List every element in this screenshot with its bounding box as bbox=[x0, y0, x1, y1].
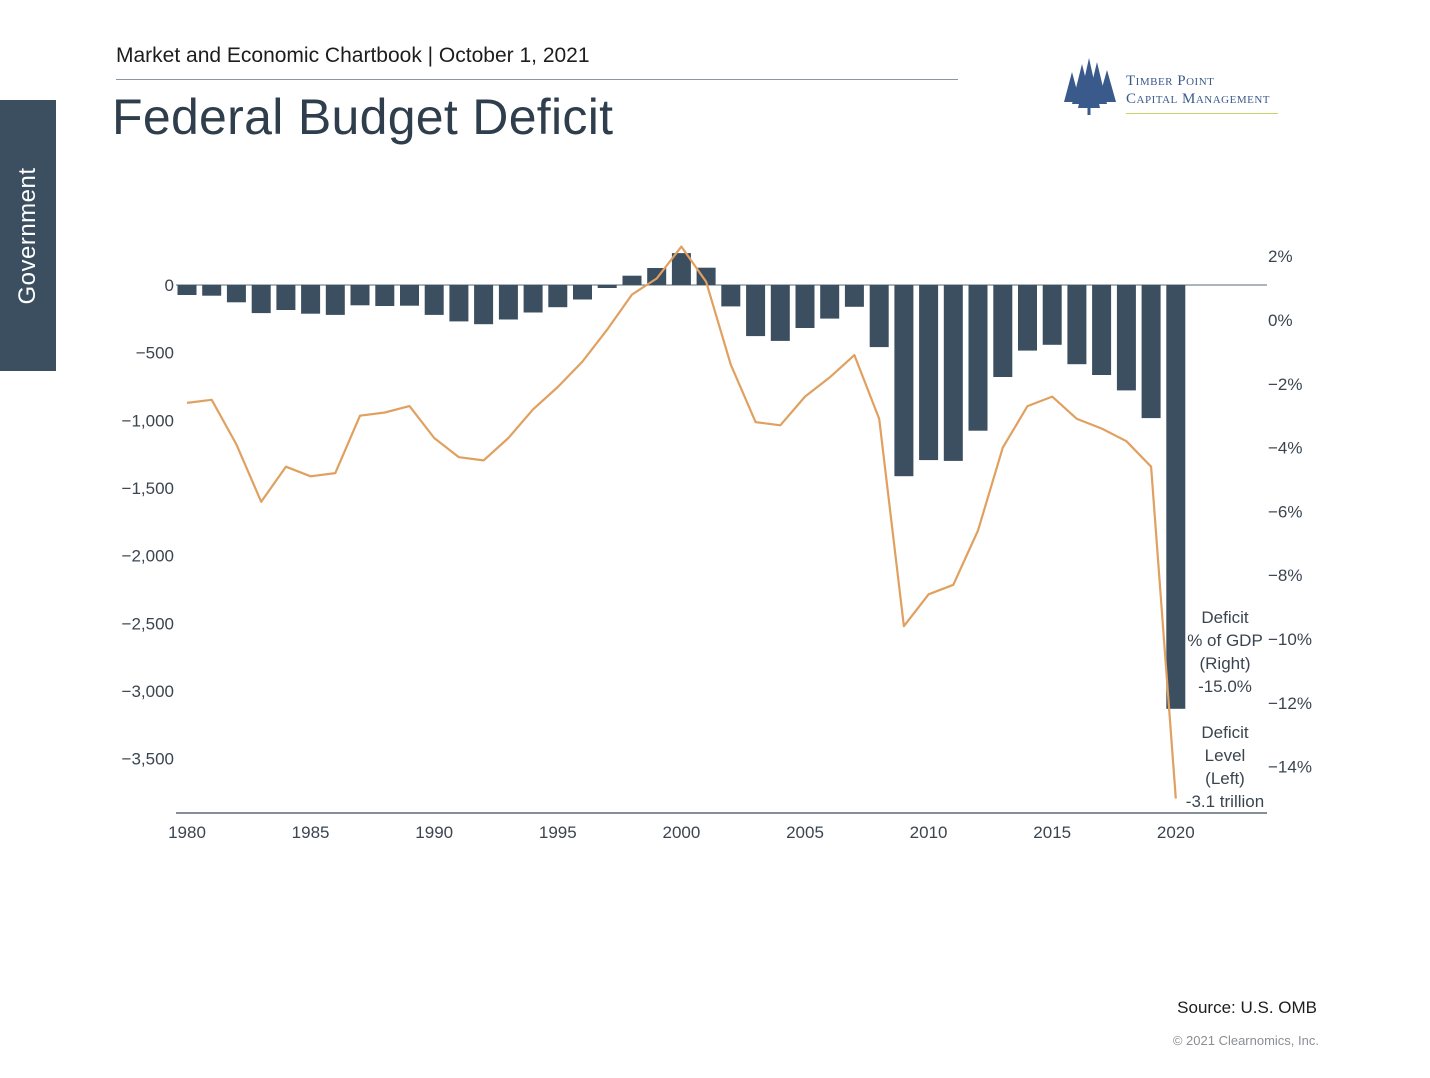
right-axis-tick-label: 0% bbox=[1268, 311, 1293, 330]
deficit-bar bbox=[919, 285, 939, 461]
deficit-bar bbox=[276, 285, 296, 310]
deficit-bar bbox=[424, 285, 444, 315]
deficit-bar bbox=[251, 285, 271, 314]
deficit-bar bbox=[820, 285, 840, 319]
deficit-bar bbox=[1141, 285, 1161, 419]
left-axis-tick-label: −1,500 bbox=[122, 479, 174, 498]
deficit-bar bbox=[795, 285, 815, 328]
x-axis-tick-label: 2010 bbox=[910, 823, 948, 842]
chartbook-subtitle: Market and Economic Chartbook | October … bbox=[116, 44, 590, 67]
right-axis-tick-label: −12% bbox=[1268, 694, 1312, 713]
left-axis-tick-label: −500 bbox=[136, 344, 174, 363]
logo-underline bbox=[1126, 113, 1278, 114]
deficit-bar bbox=[993, 285, 1013, 377]
deficit-bar bbox=[202, 285, 222, 296]
right-axis-tick-label: −14% bbox=[1268, 758, 1312, 777]
annotation-text: Deficit bbox=[1201, 723, 1249, 742]
deficit-bar bbox=[548, 285, 568, 308]
deficit-bar bbox=[301, 285, 321, 314]
deficit-bar bbox=[1092, 285, 1112, 375]
logo-line-2: Capital Management bbox=[1126, 91, 1270, 107]
logo-line-1: Timber Point bbox=[1126, 73, 1215, 89]
deficit-bar bbox=[375, 285, 395, 306]
x-axis-tick-label: 2005 bbox=[786, 823, 824, 842]
page-title: Federal Budget Deficit bbox=[112, 89, 614, 145]
annotation-text: (Left) bbox=[1205, 769, 1245, 788]
annotation-text: Deficit bbox=[1201, 608, 1249, 627]
annotation-text: % of GDP bbox=[1187, 631, 1263, 650]
deficit-bar bbox=[177, 285, 197, 295]
x-axis-tick-label: 1985 bbox=[292, 823, 330, 842]
right-axis-tick-label: −4% bbox=[1268, 439, 1303, 458]
logo-wordmark: Timber Point Capital Management bbox=[1126, 72, 1270, 108]
annotation-text: (Right) bbox=[1199, 654, 1250, 673]
deficit-bar bbox=[226, 285, 246, 303]
deficit-bar bbox=[894, 285, 914, 477]
deficit-bar bbox=[523, 285, 543, 313]
left-axis-tick-label: −1,000 bbox=[122, 411, 174, 430]
deficit-bar bbox=[474, 285, 494, 325]
right-axis-tick-label: −6% bbox=[1268, 502, 1303, 521]
header-divider bbox=[116, 79, 958, 80]
deficit-bar bbox=[671, 253, 691, 285]
deficit-bar bbox=[1067, 285, 1087, 365]
deficit-bar bbox=[350, 285, 370, 306]
x-axis-tick-label: 1980 bbox=[168, 823, 206, 842]
left-axis-tick-label: −3,500 bbox=[122, 750, 174, 769]
copyright-note: © 2021 Clearnomics, Inc. bbox=[1172, 1033, 1319, 1048]
left-axis-tick-label: −2,000 bbox=[122, 547, 174, 566]
deficit-bar bbox=[968, 285, 988, 431]
deficit-bar bbox=[721, 285, 741, 307]
source-note: Source: U.S. OMB bbox=[1177, 998, 1317, 1017]
x-axis-tick-label: 1990 bbox=[415, 823, 453, 842]
right-axis-tick-label: −8% bbox=[1268, 566, 1303, 585]
deficit-bar bbox=[770, 285, 790, 341]
deficit-bar bbox=[573, 285, 592, 300]
right-axis-tick-label: −10% bbox=[1268, 630, 1312, 649]
deficit-bar bbox=[1166, 285, 1186, 709]
pine-trees-icon bbox=[1064, 58, 1116, 115]
right-axis-tick-label: −2% bbox=[1268, 375, 1303, 394]
left-axis-tick-label: −3,000 bbox=[122, 682, 174, 701]
annotation-text: -15.0% bbox=[1198, 677, 1252, 696]
annotation-text: Level bbox=[1205, 746, 1246, 765]
company-logo: Timber Point Capital Management bbox=[1060, 56, 1290, 120]
deficit-bar bbox=[1042, 285, 1062, 345]
deficit-bar bbox=[1116, 285, 1136, 391]
sidebar-tab[interactable]: Government bbox=[0, 100, 56, 371]
deficit-bar bbox=[844, 285, 864, 307]
deficit-bar bbox=[746, 285, 766, 337]
deficit-bar bbox=[449, 285, 469, 322]
deficit-gdp-line bbox=[186, 245, 1177, 799]
x-axis-tick-label: 2000 bbox=[662, 823, 700, 842]
deficit-bar bbox=[597, 285, 617, 288]
annotation-text: -3.1 trillion bbox=[1186, 792, 1264, 811]
deficit-bar bbox=[622, 275, 642, 285]
x-axis-tick-label: 2015 bbox=[1033, 823, 1071, 842]
right-axis-tick-label: 2% bbox=[1268, 247, 1293, 266]
left-axis-tick-label: 0 bbox=[165, 276, 174, 295]
deficit-bar bbox=[400, 285, 419, 306]
deficit-bar bbox=[943, 285, 963, 461]
deficit-bar bbox=[1018, 285, 1037, 351]
left-axis-tick-label: −2,500 bbox=[122, 614, 174, 633]
deficit-bar bbox=[498, 285, 518, 320]
deficit-bar bbox=[696, 267, 716, 285]
deficit-bar bbox=[869, 285, 889, 348]
x-axis-tick-label: 1995 bbox=[539, 823, 577, 842]
x-axis-tick-label: 2020 bbox=[1157, 823, 1195, 842]
deficit-bar bbox=[325, 285, 345, 315]
